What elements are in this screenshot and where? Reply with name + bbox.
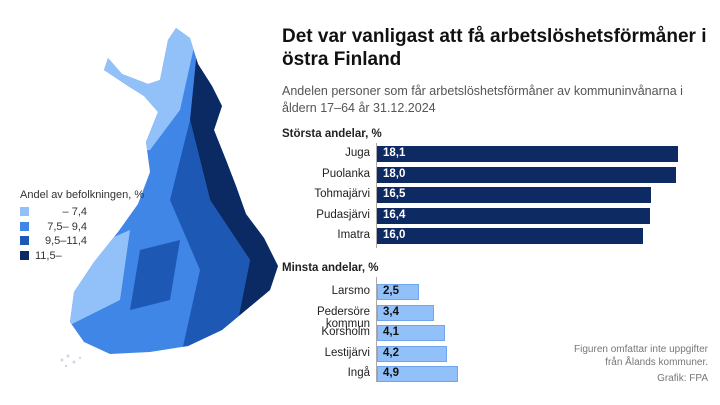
bar-value-label: 18,0 xyxy=(383,167,406,180)
bar-category-label: Korsholm xyxy=(321,326,370,339)
bar-category-label: Pedersöre kommun xyxy=(316,305,370,330)
largest-shares-heading: Största andelar, % xyxy=(282,128,382,140)
legend-swatch xyxy=(20,207,29,216)
legend-label: 7,5– 9,4 xyxy=(47,220,87,233)
bar-category-label: Larsmo xyxy=(331,285,370,297)
bar-category-label: Lestijärvi xyxy=(324,346,370,359)
legend-swatch xyxy=(20,250,29,260)
legend-item: 11,5– xyxy=(20,250,87,262)
smallest-axis-line xyxy=(376,277,377,382)
bar-value-label: 4,1 xyxy=(383,326,399,339)
legend-item: 7,5– 9,4 xyxy=(20,221,87,233)
bar-category-label: Imatra xyxy=(337,229,370,242)
bar xyxy=(377,366,459,383)
bar xyxy=(377,284,419,300)
bar xyxy=(377,187,652,204)
bar-value-label: 2,5 xyxy=(383,285,399,297)
footnote: Figuren omfattar inte uppgifter från Åla… xyxy=(574,344,708,368)
legend-item: – 7,4 xyxy=(20,206,87,218)
bar-category-label: Puolanka xyxy=(322,167,370,180)
bar-value-label: 16,4 xyxy=(383,208,406,221)
bar-value-label: 16,5 xyxy=(383,188,406,201)
bar-value-label: 4,2 xyxy=(383,346,399,359)
bar-category-label: Pudasjärvi xyxy=(316,208,370,221)
bar-category-label: Tohmajärvi xyxy=(314,188,370,201)
legend-swatch xyxy=(20,221,29,231)
bar xyxy=(377,166,677,183)
bar-value-label: 3,4 xyxy=(383,305,399,318)
bar xyxy=(377,345,447,362)
chart-subtitle: Andelen personer som får arbetslöshetsfö… xyxy=(282,84,683,115)
chart-title: Det var vanligast att få arbetslöshetsfö… xyxy=(282,26,707,70)
bar-value-label: 4,9 xyxy=(383,367,399,380)
legend-swatch xyxy=(20,236,29,245)
bar xyxy=(377,207,650,224)
bar xyxy=(377,146,678,162)
credit: Grafik: FPA xyxy=(657,373,708,384)
legend-label: 11,5– xyxy=(35,249,62,262)
bar xyxy=(377,325,446,342)
legend-title: Andel av befolkningen, % xyxy=(20,189,145,201)
bar-value-label: 16,0 xyxy=(383,229,406,242)
largest-axis-line xyxy=(376,143,377,248)
legend-label: 9,5–11,4 xyxy=(44,235,87,247)
bar xyxy=(377,304,434,321)
finland-map xyxy=(60,28,278,368)
smallest-shares-heading: Minsta andelar, % xyxy=(282,262,379,274)
bar-value-label: 18,1 xyxy=(383,147,406,159)
legend-item: 9,5–11,4 xyxy=(20,235,87,247)
bar xyxy=(377,228,644,245)
bar-category-label: Juga xyxy=(345,147,370,159)
legend-label: – 7,4 xyxy=(53,206,87,218)
bar-category-label: Ingå xyxy=(347,367,370,380)
